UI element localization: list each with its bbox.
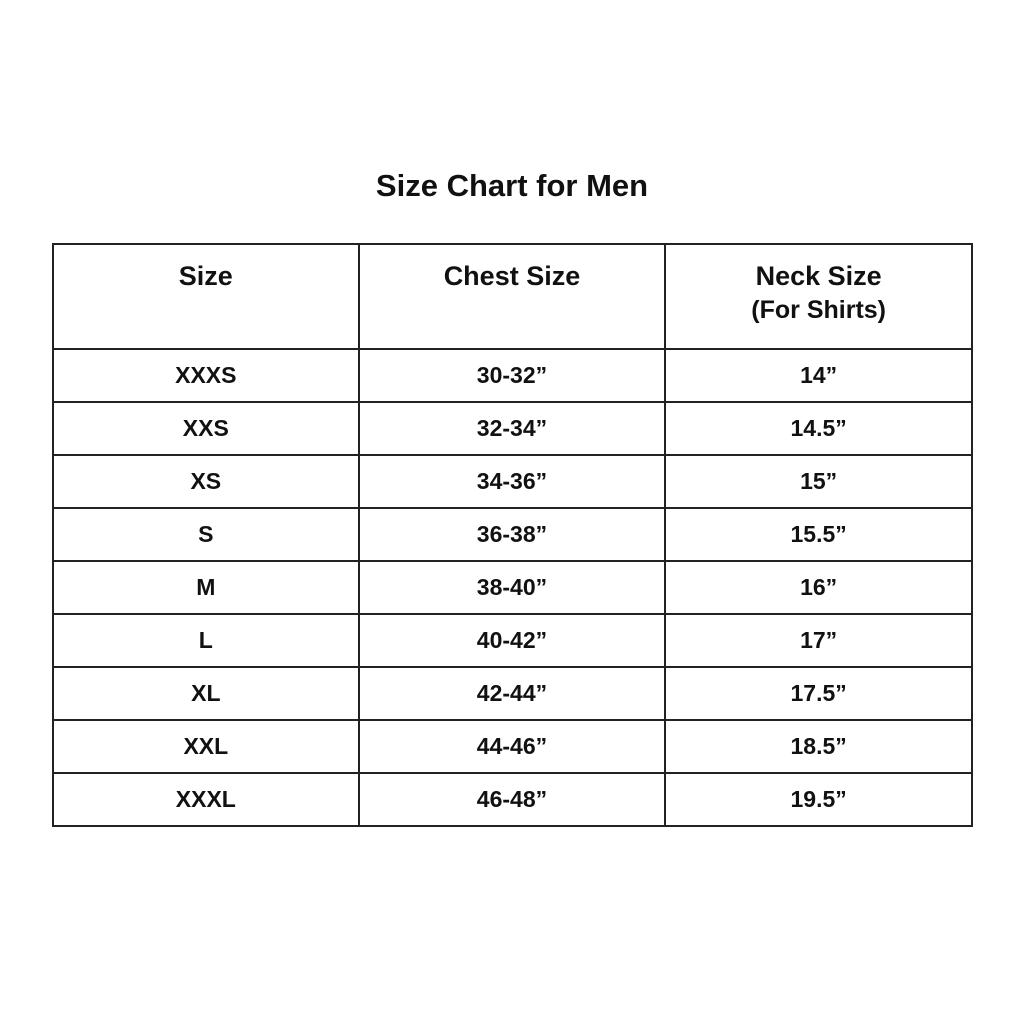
table-row: M 38-40” 16” — [52, 560, 973, 615]
cell-chest: 40-42” — [357, 613, 667, 668]
cell-size: XXL — [52, 719, 360, 774]
table-row: XXS 32-34” 14.5” — [52, 401, 973, 456]
table-row: XXXS 30-32” 14” — [52, 348, 973, 403]
cell-neck: 16” — [664, 560, 973, 615]
cell-size: XXXL — [52, 772, 360, 827]
cell-chest: 30-32” — [357, 348, 667, 403]
cell-size: XXXS — [52, 348, 360, 403]
cell-size: XXS — [52, 401, 360, 456]
cell-chest: 32-34” — [357, 401, 667, 456]
cell-neck: 17.5” — [664, 666, 973, 721]
cell-chest: 38-40” — [357, 560, 667, 615]
cell-neck: 14” — [664, 348, 973, 403]
size-table: Size Chest Size Neck Size (For Shirts) X… — [52, 243, 973, 827]
cell-size: L — [52, 613, 360, 668]
cell-chest: 46-48” — [357, 772, 667, 827]
cell-size: S — [52, 507, 360, 562]
table-row: S 36-38” 15.5” — [52, 507, 973, 562]
page-title: Size Chart for Men — [375, 168, 649, 203]
cell-neck: 19.5” — [664, 772, 973, 827]
table-row: XXXL 46-48” 19.5” — [52, 772, 973, 827]
header-neck-sublabel: (For Shirts) — [751, 296, 886, 324]
cell-size: M — [52, 560, 360, 615]
cell-size: XS — [52, 454, 360, 509]
table-row: XXL 44-46” 18.5” — [52, 719, 973, 774]
cell-neck: 17” — [664, 613, 973, 668]
cell-neck: 18.5” — [664, 719, 973, 774]
header-chest: Chest Size — [357, 243, 667, 350]
cell-chest: 34-36” — [357, 454, 667, 509]
table-header-row: Size Chest Size Neck Size (For Shirts) — [52, 243, 973, 350]
cell-neck: 14.5” — [664, 401, 973, 456]
cell-chest: 44-46” — [357, 719, 667, 774]
header-size: Size — [52, 243, 360, 350]
cell-neck: 15.5” — [664, 507, 973, 562]
table-row: L 40-42” 17” — [52, 613, 973, 668]
header-neck: Neck Size (For Shirts) — [664, 243, 973, 350]
table-row: XS 34-36” 15” — [52, 454, 973, 509]
cell-chest: 42-44” — [357, 666, 667, 721]
table-row: XL 42-44” 17.5” — [52, 666, 973, 721]
cell-size: XL — [52, 666, 360, 721]
cell-neck: 15” — [664, 454, 973, 509]
cell-chest: 36-38” — [357, 507, 667, 562]
header-neck-label: Neck Size — [755, 261, 882, 291]
